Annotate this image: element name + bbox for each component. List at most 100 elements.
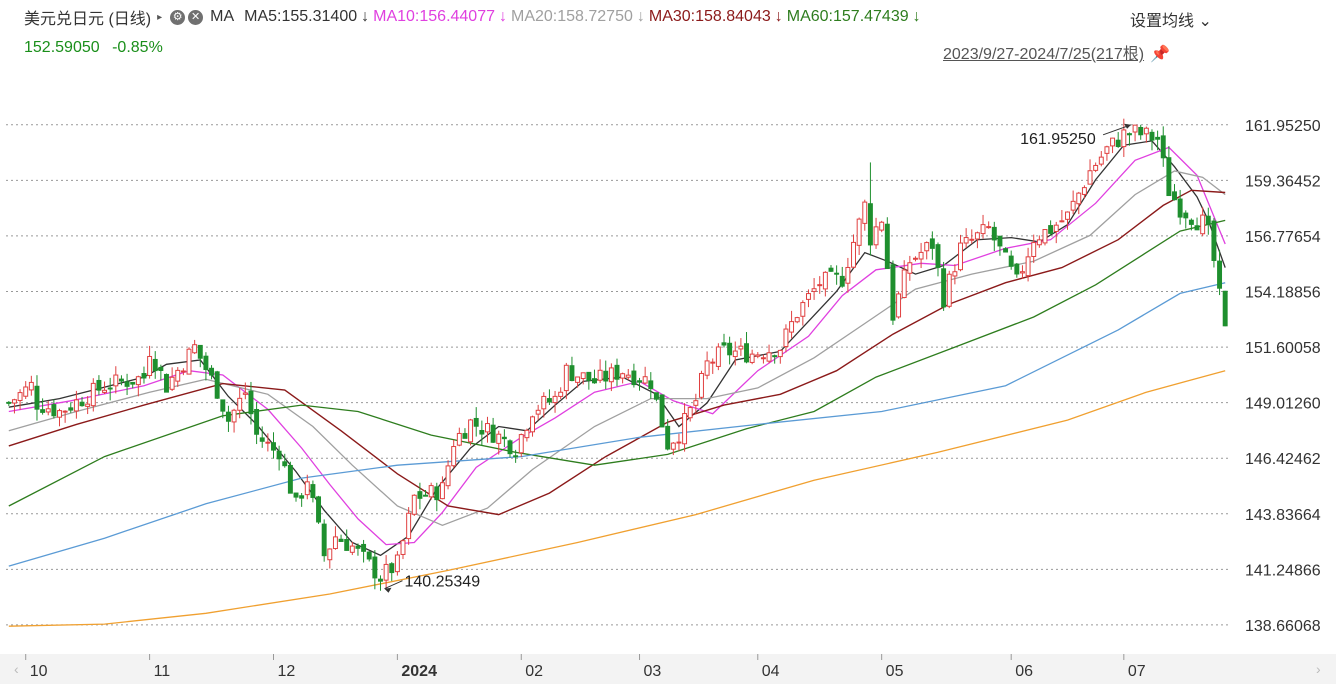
- candle-body-up: [563, 364, 569, 392]
- candle-body-down: [614, 364, 620, 380]
- candle: [755, 352, 761, 359]
- candle: [552, 390, 558, 413]
- candle: [1093, 162, 1099, 173]
- gear-icon[interactable]: ⚙: [170, 9, 186, 25]
- candle: [1053, 221, 1059, 244]
- candle: [389, 562, 395, 581]
- candle: [744, 332, 749, 364]
- candle-body-down: [592, 378, 597, 384]
- candle-body-down: [1194, 225, 1200, 231]
- candle: [254, 401, 260, 445]
- candle: [738, 338, 744, 356]
- candle-body-up: [1110, 137, 1116, 147]
- candle: [1183, 210, 1189, 229]
- candle-body-down: [6, 401, 12, 404]
- ma250-line: [8, 370, 1226, 627]
- candle-body-down: [1177, 198, 1183, 218]
- candle-body-down: [1003, 248, 1009, 253]
- candle: [316, 495, 322, 524]
- expand-icon[interactable]: ▸: [157, 11, 163, 23]
- x-tick-label: 2024: [401, 663, 437, 680]
- candle: [259, 426, 265, 448]
- candle: [147, 345, 153, 379]
- candle-body-up: [518, 434, 524, 454]
- candle-body-down: [935, 244, 941, 268]
- candle-body-up: [304, 481, 310, 496]
- candle: [1126, 132, 1132, 146]
- candle-body-up: [1121, 129, 1127, 148]
- candle-body-down: [513, 455, 519, 458]
- candle-body-up: [1025, 256, 1031, 277]
- candle: [924, 241, 930, 260]
- candle: [186, 347, 192, 375]
- candle-body-up: [974, 232, 980, 240]
- candle: [856, 217, 862, 255]
- candle-body-down: [1183, 212, 1189, 219]
- candle: [293, 492, 299, 502]
- candle: [45, 400, 51, 416]
- candle: [1019, 265, 1025, 279]
- candle: [231, 408, 237, 433]
- candle-body-down: [1188, 219, 1194, 225]
- candle-body-up: [1019, 271, 1025, 274]
- candle: [28, 375, 34, 396]
- candle-body-up: [242, 392, 248, 395]
- candle-body-up: [766, 352, 772, 362]
- candle: [394, 551, 400, 576]
- candle: [608, 363, 614, 392]
- candle: [490, 417, 496, 444]
- candle-body-up: [1081, 187, 1087, 195]
- ma-settings-button[interactable]: 设置均线 ⌄: [1130, 7, 1212, 31]
- candle: [1143, 126, 1149, 143]
- candle: [907, 255, 913, 281]
- candle-body-down: [1211, 220, 1217, 261]
- candle-body-down: [867, 203, 873, 246]
- candle: [428, 482, 434, 500]
- candle: [361, 539, 367, 563]
- y-tick-label: 141.24866: [1245, 562, 1321, 579]
- candle: [1070, 190, 1076, 215]
- candle: [349, 541, 355, 556]
- pin-icon[interactable]: 📌: [1150, 46, 1170, 63]
- candle: [912, 256, 918, 262]
- candle-body-up: [383, 563, 389, 581]
- candle: [1110, 137, 1116, 154]
- candle: [102, 381, 108, 394]
- date-range[interactable]: 2023/9/27-2024/7/25(217根) 📌: [943, 40, 1170, 64]
- candle-body-up: [558, 391, 564, 397]
- candle-body-up: [135, 376, 141, 386]
- candle-body-up: [918, 251, 924, 260]
- candle-body-down: [1205, 215, 1211, 225]
- price-row: 152.59050 -0.85%: [24, 39, 171, 57]
- candle: [896, 291, 902, 319]
- candle-body-down: [34, 385, 40, 410]
- candle: [648, 372, 654, 399]
- candle: [1042, 229, 1048, 246]
- candle-body-down: [299, 495, 305, 499]
- candle: [310, 480, 316, 503]
- close-icon[interactable]: ✕: [188, 9, 204, 25]
- candle: [130, 381, 136, 389]
- candle: [1160, 126, 1166, 167]
- candle: [355, 543, 361, 556]
- candle-body-down: [316, 496, 322, 523]
- candle-body-down: [603, 370, 609, 382]
- candle-body-up: [907, 262, 913, 274]
- ma20-label: MA20:158.72750: [511, 8, 633, 25]
- candle-body-up: [411, 494, 417, 515]
- candle: [901, 260, 907, 299]
- candle: [282, 453, 288, 468]
- candle: [23, 381, 29, 400]
- candle: [535, 404, 541, 421]
- candle-body-up: [73, 399, 79, 412]
- candle-body-up: [687, 407, 693, 419]
- candle-body-up: [704, 360, 710, 376]
- candle: [220, 399, 226, 419]
- candle-body-up: [439, 482, 445, 500]
- candle-body-up: [186, 348, 192, 375]
- candle-body-up: [732, 350, 738, 358]
- candle-body-up: [113, 374, 119, 387]
- candle-body-up: [912, 257, 918, 260]
- candle: [575, 376, 581, 388]
